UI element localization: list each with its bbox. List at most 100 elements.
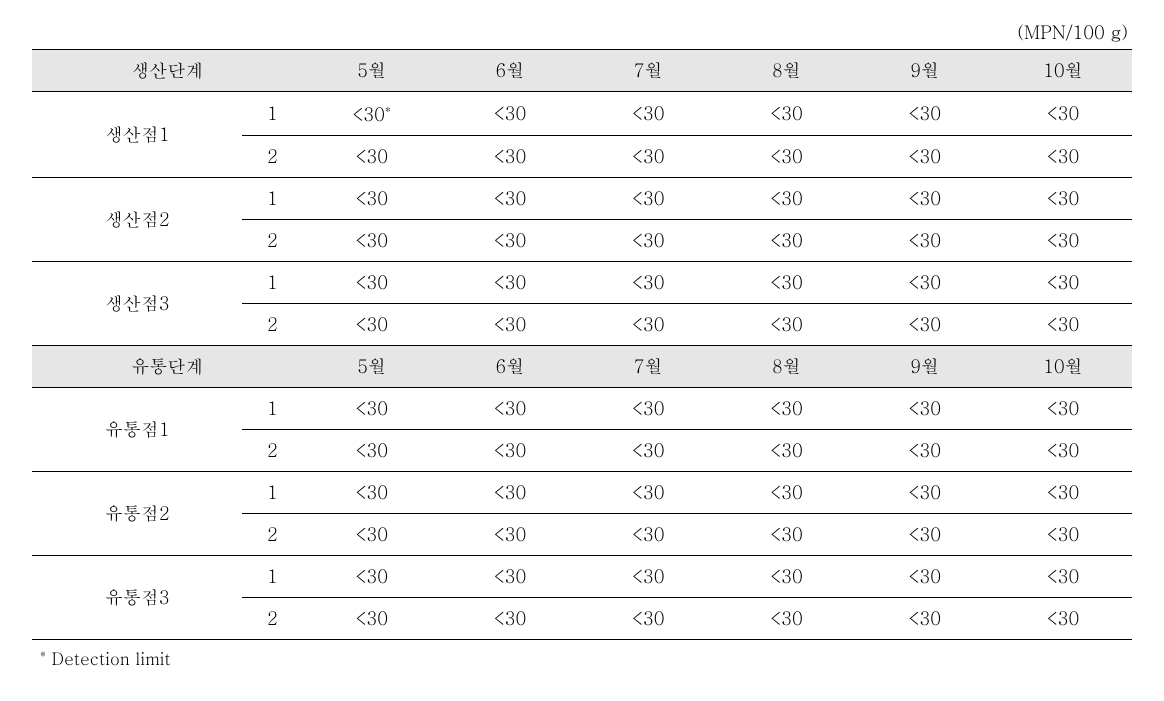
data-cell: <30 xyxy=(302,598,440,640)
group-label: 생산점2 xyxy=(32,178,242,262)
sub-index: 2 xyxy=(242,220,302,262)
footnote: * Detection limit xyxy=(32,646,1132,670)
data-cell: <30 xyxy=(441,304,579,346)
data-cell: <30 xyxy=(717,92,855,136)
data-cell: <30 xyxy=(855,472,993,514)
sup-marker: * xyxy=(385,100,391,118)
data-cell: <30 xyxy=(579,92,717,136)
sub-index: 1 xyxy=(242,262,302,304)
data-cell: <30 xyxy=(994,514,1132,556)
data-cell: <30 xyxy=(441,136,579,178)
data-cell: <30 xyxy=(579,220,717,262)
data-cell: <30 xyxy=(579,262,717,304)
data-cell: <30 xyxy=(302,220,440,262)
data-cell: <30 xyxy=(855,220,993,262)
data-cell: <30 xyxy=(302,430,440,472)
month-header: 7월 xyxy=(579,346,717,388)
month-header: 6월 xyxy=(441,50,579,92)
data-cell: <30 xyxy=(994,136,1132,178)
data-cell: <30 xyxy=(302,472,440,514)
data-cell: <30 xyxy=(441,92,579,136)
data-cell: <30 xyxy=(994,598,1132,640)
footnote-text: Detection limit xyxy=(52,646,171,670)
group-label: 유통점3 xyxy=(32,556,242,640)
data-table: 생산단계5월6월7월8월9월10월생산점11<30*<30<30<30<30<3… xyxy=(32,49,1132,640)
data-cell: <30 xyxy=(994,472,1132,514)
month-header: 6월 xyxy=(441,346,579,388)
data-cell: <30 xyxy=(717,598,855,640)
data-cell: <30 xyxy=(441,472,579,514)
data-cell: <30 xyxy=(441,556,579,598)
data-cell: <30 xyxy=(579,472,717,514)
data-cell: <30 xyxy=(579,556,717,598)
footnote-marker: * xyxy=(40,646,46,662)
data-cell: <30 xyxy=(302,178,440,220)
sub-index: 1 xyxy=(242,388,302,430)
month-header: 10월 xyxy=(994,346,1132,388)
month-header: 7월 xyxy=(579,50,717,92)
data-cell: <30 xyxy=(717,262,855,304)
month-header: 5월 xyxy=(302,346,440,388)
sub-index: 1 xyxy=(242,92,302,136)
data-cell: <30 xyxy=(579,304,717,346)
data-cell: <30 xyxy=(717,220,855,262)
data-cell: <30 xyxy=(579,388,717,430)
data-cell: <30 xyxy=(302,556,440,598)
data-cell: <30 xyxy=(579,178,717,220)
sub-index: 2 xyxy=(242,430,302,472)
data-cell: <30 xyxy=(994,178,1132,220)
data-cell: <30 xyxy=(994,92,1132,136)
data-cell: <30 xyxy=(855,388,993,430)
data-cell: <30 xyxy=(855,136,993,178)
data-cell: <30 xyxy=(441,178,579,220)
data-cell: <30* xyxy=(302,92,440,136)
month-header: 10월 xyxy=(994,50,1132,92)
data-cell: <30 xyxy=(855,430,993,472)
data-cell: <30 xyxy=(994,220,1132,262)
section-header: 생산단계 xyxy=(32,50,302,92)
sub-index: 2 xyxy=(242,598,302,640)
sub-index: 1 xyxy=(242,472,302,514)
sub-index: 2 xyxy=(242,514,302,556)
month-header: 8월 xyxy=(717,346,855,388)
data-cell: <30 xyxy=(855,262,993,304)
data-cell: <30 xyxy=(441,220,579,262)
data-cell: <30 xyxy=(855,92,993,136)
month-header: 9월 xyxy=(855,50,993,92)
data-cell: <30 xyxy=(579,430,717,472)
group-label: 생산점3 xyxy=(32,262,242,346)
data-cell: <30 xyxy=(717,178,855,220)
data-cell: <30 xyxy=(441,598,579,640)
data-cell: <30 xyxy=(855,304,993,346)
data-cell: <30 xyxy=(302,262,440,304)
group-label: 유통점1 xyxy=(32,388,242,472)
data-cell: <30 xyxy=(994,304,1132,346)
month-header: 5월 xyxy=(302,50,440,92)
data-cell: <30 xyxy=(855,514,993,556)
data-cell: <30 xyxy=(717,388,855,430)
data-cell: <30 xyxy=(994,430,1132,472)
data-cell: <30 xyxy=(855,178,993,220)
data-cell: <30 xyxy=(855,598,993,640)
data-cell: <30 xyxy=(717,472,855,514)
sub-index: 1 xyxy=(242,556,302,598)
data-cell: <30 xyxy=(441,430,579,472)
data-cell: <30 xyxy=(579,136,717,178)
month-header: 9월 xyxy=(855,346,993,388)
section-header: 유통단계 xyxy=(32,346,302,388)
data-cell: <30 xyxy=(302,514,440,556)
sub-index: 1 xyxy=(242,178,302,220)
data-cell: <30 xyxy=(302,136,440,178)
data-cell: <30 xyxy=(717,430,855,472)
data-cell: <30 xyxy=(855,556,993,598)
data-cell: <30 xyxy=(717,304,855,346)
data-cell: <30 xyxy=(717,136,855,178)
data-cell: <30 xyxy=(717,514,855,556)
data-cell: <30 xyxy=(302,388,440,430)
group-label: 유통점2 xyxy=(32,472,242,556)
data-cell: <30 xyxy=(441,388,579,430)
data-cell: <30 xyxy=(441,514,579,556)
data-cell: <30 xyxy=(579,514,717,556)
data-cell: <30 xyxy=(994,388,1132,430)
data-cell: <30 xyxy=(717,556,855,598)
